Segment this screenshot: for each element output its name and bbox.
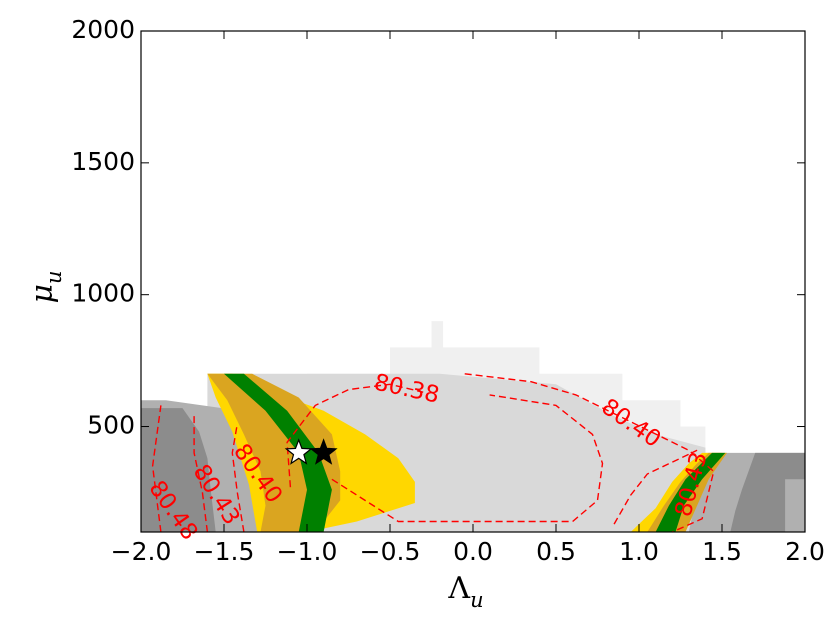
x-tick-label: −0.5 [360,537,421,566]
black-star-marker [309,438,338,465]
contour-line-80-48-6 [151,405,162,533]
x-tick-label: 0.0 [453,537,493,566]
x-axis: −2.0 −1.5 −1.0 −0.5 0.0 0.5 1.0 1.5 2.0 [111,31,825,566]
contour-line-80-40-3 [464,373,715,533]
x-tick-label: 1.5 [702,537,742,566]
contour-line-80-38-1 [331,394,604,523]
x-tick-label: 1.0 [619,537,659,566]
y-axis: 500 1000 1500 2000 [71,15,805,440]
contour-line-80-43-4 [193,413,209,533]
y-tick-label: 500 [87,411,135,440]
contour-line-80-43-5 [613,449,698,525]
x-tick-label: −1.0 [277,537,338,566]
region-green-11 [655,452,726,532]
x-tick-label: −2.0 [111,537,172,566]
white-star-marker [284,438,313,465]
region-dark-gray-4 [141,408,216,532]
y-tick-label: 1000 [71,279,135,308]
y-axis-label: μu [25,270,66,303]
x-tick-label: −1.5 [194,537,255,566]
y-tick-label: 1500 [71,147,135,176]
region-green-10 [224,373,332,532]
x-tick-label: 0.5 [536,537,576,566]
x-tick-label: 2.0 [785,537,825,566]
filled-regions [141,321,805,532]
contour-line-80-40-2 [231,423,245,533]
y-tick-label: 2000 [71,15,135,44]
region-dark-gray-5 [730,452,805,532]
markers [284,438,338,465]
x-axis-label: Λu [447,571,483,612]
